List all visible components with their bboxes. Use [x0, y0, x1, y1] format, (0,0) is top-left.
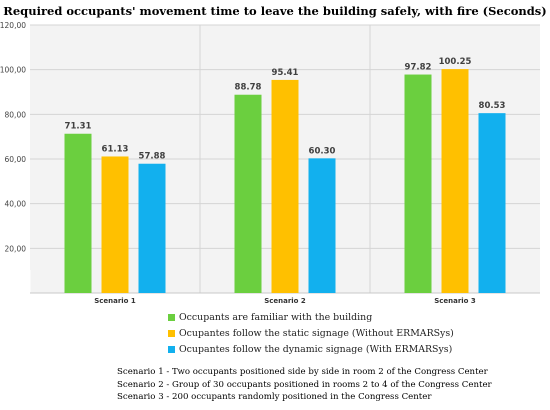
x-tick-label: Scenario 2	[264, 297, 306, 305]
bar	[64, 133, 92, 293]
y-tick-label: 100,00	[0, 66, 26, 75]
data-label: 57.88	[139, 152, 166, 162]
bar	[441, 69, 469, 293]
legend: Occupants are familiar with the building…	[168, 309, 454, 357]
bar	[308, 158, 336, 293]
data-label: 97.82	[405, 63, 432, 73]
y-tick-label: 40,00	[5, 200, 27, 209]
legend-swatch-blue	[168, 345, 175, 353]
scenario-note: Scenario 3 - 200 occupants randomly posi…	[117, 392, 432, 402]
bar	[234, 94, 262, 293]
legend-item-familiar: Occupants are familiar with the building	[168, 309, 454, 325]
y-tick-label: 120,00	[0, 21, 26, 30]
scenario-notes: Scenario 1 - Two occupants positioned si…	[117, 366, 492, 404]
data-label: 95.41	[272, 68, 299, 78]
scenario-note: Scenario 2 - Group of 30 occupants posit…	[117, 379, 492, 390]
data-label: 80.53	[479, 101, 506, 111]
bar	[478, 113, 506, 294]
legend-item-dynamic: Ocupantes follow the dynamic signage (Wi…	[168, 341, 454, 357]
chart-title: Required occupants' movement time to lea…	[3, 4, 547, 18]
x-tick-label: Scenario 1	[94, 297, 136, 305]
legend-label: Occupants are familiar with the building	[179, 311, 373, 323]
bar	[101, 156, 129, 293]
y-tick-label: 80,00	[5, 110, 27, 119]
axis-mask	[0, 270, 31, 300]
data-label: 71.31	[65, 122, 92, 132]
legend-label: Ocupantes follow the dynamic signage (Wi…	[179, 343, 453, 355]
data-label: 100.25	[439, 57, 472, 67]
data-label: 61.13	[102, 144, 129, 154]
bar	[404, 74, 432, 293]
data-label: 88.78	[235, 83, 262, 93]
legend-swatch-green	[168, 313, 175, 321]
y-tick-label: 20,00	[5, 244, 27, 253]
scenario-note: Scenario 1 - Two occupants positioned si…	[117, 367, 488, 377]
bar	[271, 79, 299, 293]
legend-item-static: Ocupantes follow the static signage (Wit…	[168, 325, 454, 341]
y-tick-label: 60,00	[5, 155, 27, 164]
x-tick-label: Scenario 3	[434, 297, 476, 305]
legend-swatch-yellow	[168, 329, 175, 337]
legend-label: Ocupantes follow the static signage (Wit…	[179, 327, 454, 339]
data-label: 60.30	[309, 146, 336, 156]
bar	[138, 163, 166, 293]
